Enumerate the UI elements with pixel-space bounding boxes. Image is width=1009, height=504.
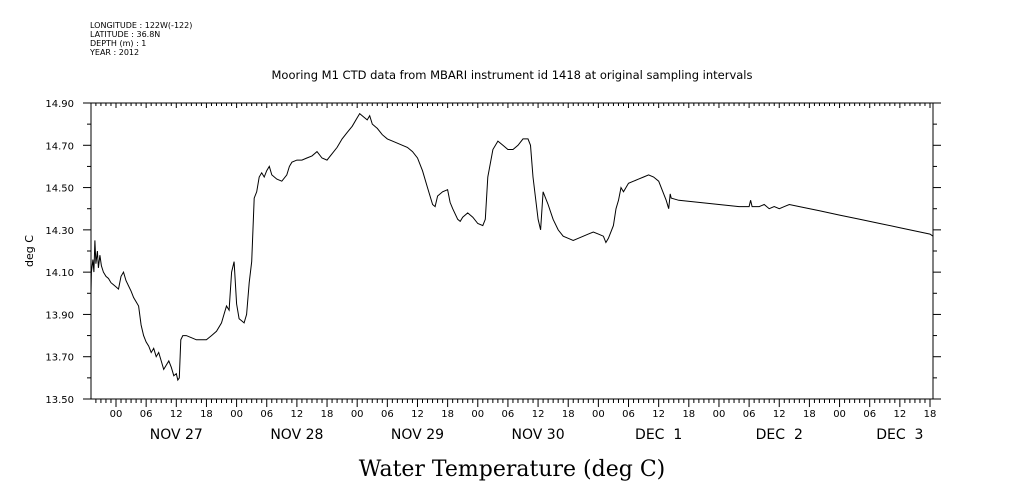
x-hour-tick-label: 18 [562,409,575,420]
depth-label: DEPTH (m) : 1 [90,39,147,48]
x-hour-tick-label: 00 [230,409,243,420]
x-day-label: DEC 3 [876,427,923,443]
latitude-label: LATITUDE : 36.8N [90,30,161,39]
y-tick-label: 13.50 [45,395,74,406]
x-tick-labels: 00 06 12 18 00 06 12 18 00 06 12 18 00 06 12 18 00 06 12 18… [110,409,937,420]
x-hour-tick-label: 18 [200,409,213,420]
metadata-block: LONGITUDE : 122W(-122) LATITUDE : 36.8N … [90,21,192,57]
x-hour-tick-label: 18 [682,409,695,420]
x-hour-tick-label: 12 [652,409,665,420]
x-day-label: DEC 2 [756,427,803,443]
x-hour-tick-label: 00 [110,409,123,420]
y-tick-label: 14.30 [45,226,74,237]
x-day-label: NOV 30 [512,427,565,443]
x-hour-tick-label: 06 [502,409,515,420]
x-day-label: NOV 29 [391,427,444,443]
x-hour-tick-label: 12 [773,409,786,420]
x-hour-tick-label: 00 [592,409,605,420]
y-tick-label: 13.70 [45,353,74,364]
x-hour-tick-label: 00 [833,409,846,420]
x-day-label: NOV 27 [150,427,203,443]
x-day-label: DEC 1 [635,427,682,443]
x-hour-tick-label: 18 [924,409,937,420]
x-hour-tick-label: 00 [351,409,364,420]
longitude-label: LONGITUDE : 122W(-122) [90,21,193,30]
x-hour-tick-label: 18 [803,409,816,420]
y-tick-label: 14.70 [45,141,74,152]
x-day-label: NOV 28 [270,427,323,443]
x-hour-tick-label: 06 [622,409,635,420]
temperature-series-line [90,112,934,382]
plot-frame [90,102,934,400]
chart-title: Mooring M1 CTD data from MBARI instrumen… [272,68,753,82]
year-label: YEAR : 2012 [90,48,140,57]
y-tick-label: 13.90 [45,310,74,321]
x-hour-tick-label: 12 [893,409,906,420]
x-hour-tick-label: 06 [863,409,876,420]
axis-ticks [83,102,941,407]
y-tick-label: 14.50 [45,184,74,195]
y-axis-label: deg C [23,235,36,267]
x-hour-tick-label: 18 [321,409,334,420]
x-day-labels: NOV 27 NOV 28 NOV 29 NOV 30 DEC 1 DEC 2 DEC 3 [150,427,924,443]
x-axis-label: Water Temperature (deg C) [359,457,666,482]
x-hour-tick-label: 06 [381,409,394,420]
x-hour-tick-label: 06 [260,409,273,420]
y-tick-label: 14.10 [45,268,74,279]
y-tick-labels: 13.50 13.70 13.90 14.10 14.30 14.50 14.70 14.90 [45,99,74,406]
x-hour-tick-label: 00 [471,409,484,420]
y-tick-label: 14.90 [45,99,74,110]
x-hour-tick-label: 12 [532,409,545,420]
x-hour-tick-label: 06 [743,409,756,420]
x-hour-tick-label: 12 [170,409,183,420]
x-hour-tick-label: 18 [441,409,454,420]
x-hour-tick-label: 12 [411,409,424,420]
x-hour-tick-label: 00 [713,409,726,420]
x-hour-tick-label: 12 [291,409,304,420]
x-hour-tick-label: 06 [140,409,153,420]
